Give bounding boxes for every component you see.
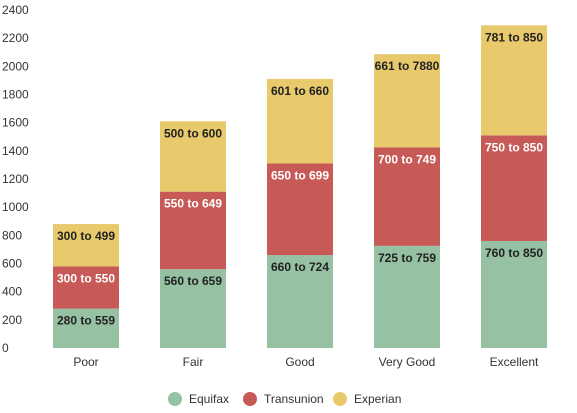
bar-transunion-excellent bbox=[481, 135, 547, 241]
y-tick-label: 1200 bbox=[2, 172, 29, 186]
bar-equifax-excellent bbox=[481, 240, 547, 348]
y-tick-label: 2000 bbox=[2, 59, 29, 73]
x-tick-label: Fair bbox=[183, 355, 204, 369]
x-tick-label: Very Good bbox=[379, 355, 436, 369]
bar-transunion-fair bbox=[160, 191, 226, 270]
bar-experian-good bbox=[267, 78, 333, 164]
legend-swatch-experian bbox=[333, 392, 347, 406]
legend-swatch-equifax bbox=[168, 392, 182, 406]
bar-experian-very-good bbox=[374, 54, 440, 148]
legend-swatch-transunion bbox=[243, 392, 257, 406]
data-label: 300 to 499 bbox=[57, 229, 115, 243]
bar-transunion-poor bbox=[53, 266, 119, 309]
bar-equifax-good bbox=[267, 255, 333, 348]
legend: Equifax Transunion Experian bbox=[168, 392, 401, 406]
y-tick-label: 1800 bbox=[2, 88, 29, 102]
bar-transunion-very-good bbox=[374, 147, 440, 246]
data-label: 601 to 660 bbox=[271, 84, 329, 98]
bar-transunion-good bbox=[267, 163, 333, 256]
legend-label-experian: Experian bbox=[354, 392, 401, 406]
data-label: 500 to 600 bbox=[164, 126, 222, 140]
x-tick-label: Poor bbox=[73, 355, 98, 369]
bars: 280 to 559 300 to 550 300 to 499 560 to 659… bbox=[53, 25, 547, 348]
y-tick-label: 1400 bbox=[2, 144, 29, 158]
y-tick-label: 1600 bbox=[2, 116, 29, 130]
y-tick-label: 800 bbox=[2, 228, 22, 242]
data-label: 661 to 7880 bbox=[375, 59, 440, 73]
y-tick-label: 600 bbox=[2, 257, 22, 271]
data-label: 650 to 699 bbox=[271, 169, 329, 183]
data-label: 781 to 850 bbox=[485, 30, 543, 44]
data-label: 550 to 649 bbox=[164, 197, 222, 211]
y-tick-label: 2400 bbox=[2, 3, 29, 17]
legend-label-transunion: Transunion bbox=[264, 392, 324, 406]
y-tick-label: 400 bbox=[2, 285, 22, 299]
data-label: 700 to 749 bbox=[378, 152, 436, 166]
bar-equifax-poor bbox=[53, 308, 119, 348]
data-label: 725 to 759 bbox=[378, 251, 436, 265]
y-tick-label: 0 bbox=[2, 341, 9, 355]
bar-equifax-fair bbox=[160, 269, 226, 348]
x-tick-label: Excellent bbox=[490, 355, 539, 369]
legend-label-equifax: Equifax bbox=[189, 392, 229, 406]
data-label: 560 to 659 bbox=[164, 274, 222, 288]
y-tick-label: 1000 bbox=[2, 200, 29, 214]
data-label: 750 to 850 bbox=[485, 140, 543, 154]
bar-equifax-very-good bbox=[374, 245, 440, 348]
x-axis-categories: Poor Fair Good Very Good Excellent bbox=[73, 355, 539, 369]
bar-experian-excellent bbox=[481, 25, 547, 136]
data-label: 660 to 724 bbox=[271, 260, 329, 274]
y-tick-label: 2200 bbox=[2, 31, 29, 45]
bar-experian-poor bbox=[53, 224, 119, 267]
y-tick-label: 200 bbox=[2, 313, 22, 327]
data-label: 280 to 559 bbox=[57, 314, 115, 328]
x-tick-label: Good bbox=[285, 355, 314, 369]
data-label: 760 to 850 bbox=[485, 246, 543, 260]
data-label: 300 to 550 bbox=[57, 271, 115, 285]
y-axis-ticks: 0 200 400 600 800 1000 1200 1400 1600 1800 2000 220… bbox=[2, 3, 29, 355]
bar-experian-fair bbox=[160, 121, 226, 192]
